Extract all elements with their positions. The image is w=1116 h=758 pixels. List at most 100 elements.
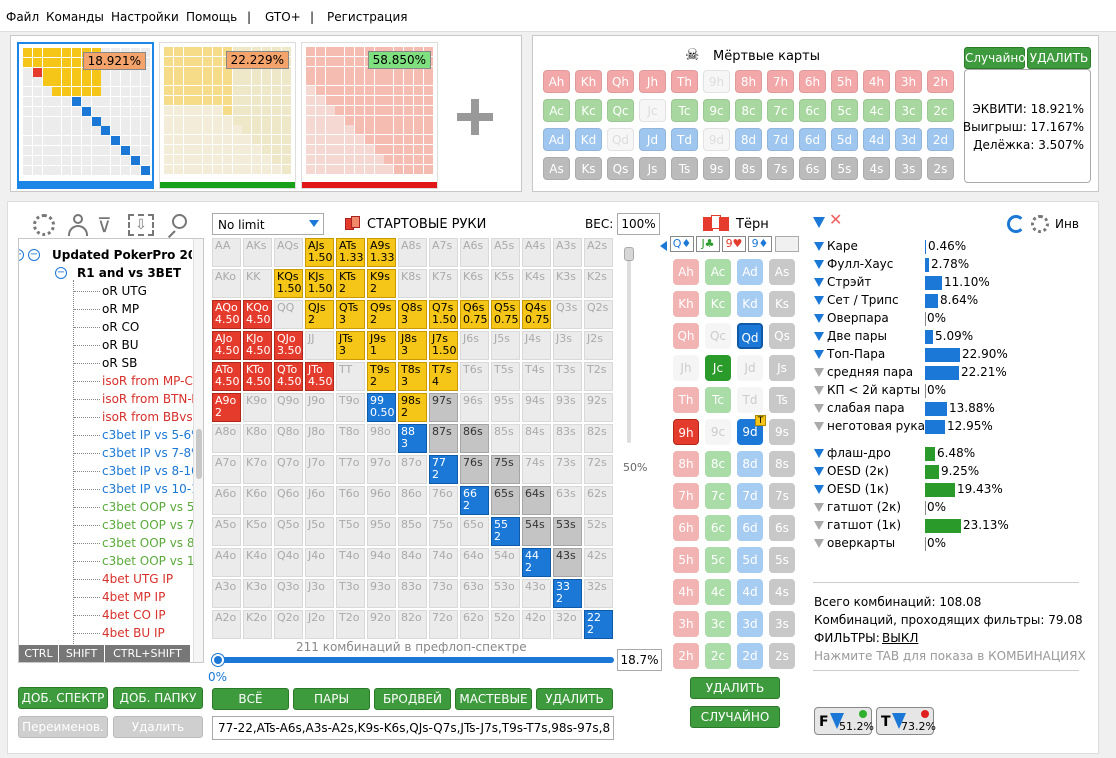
turn-card-5h[interactable]: 5h xyxy=(673,547,699,573)
tree-item[interactable]: oR CO xyxy=(102,320,140,334)
hand-cell-Q3o[interactable]: Q3o xyxy=(274,579,303,608)
dead-card-Jd[interactable]: Jd xyxy=(639,128,666,151)
dead-card-3s[interactable]: 3s xyxy=(895,157,922,180)
turn-random-button[interactable]: СЛУЧАЙНО xyxy=(690,706,780,728)
hand-cell-66[interactable]: 66 2 xyxy=(460,486,489,515)
turn-card-6d[interactable]: 6d xyxy=(737,515,763,541)
hand-cell-54s[interactable]: 54s xyxy=(522,517,551,546)
dead-card-2h[interactable]: 2h xyxy=(927,70,954,93)
turn-card-Ks[interactable]: Ks xyxy=(769,291,795,317)
dead-card-7c[interactable]: 7c xyxy=(767,99,794,122)
add-folder-button[interactable]: ДОБ. ПАПКУ xyxy=(113,687,203,709)
modifier-key-0[interactable]: CTRL xyxy=(19,645,59,662)
stat-row[interactable]: OESD (1к) xyxy=(814,482,889,499)
hand-cell-KJo[interactable]: KJo 4.50 xyxy=(243,331,272,360)
hand-cell-83o[interactable]: 83o xyxy=(398,579,427,608)
hand-cell-53s[interactable]: 53s xyxy=(553,517,582,546)
turn-card-3s[interactable]: 3s xyxy=(769,611,795,637)
tree-item[interactable]: isoR from BBvsSB xyxy=(102,410,194,424)
hand-cell-T3s[interactable]: T3s xyxy=(553,362,582,391)
stat-filter-icon[interactable] xyxy=(814,260,824,269)
hand-cell-Q3s[interactable]: Q3s xyxy=(553,300,582,329)
turn-card-Js[interactable]: Js xyxy=(769,355,795,381)
stat-row[interactable]: Каре xyxy=(814,239,858,256)
turn-card-2s[interactable]: 2s xyxy=(769,643,795,669)
hand-cell-54o[interactable]: 54o xyxy=(491,548,520,577)
turn-card-9h[interactable]: 9h xyxy=(673,419,699,445)
stat-filter-icon[interactable] xyxy=(814,350,824,359)
hand-cell-T4o[interactable]: T4o xyxy=(336,548,365,577)
hand-cell-76o[interactable]: 76o xyxy=(429,486,458,515)
stat-filter-icon[interactable] xyxy=(814,242,824,251)
hand-cell-Q6o[interactable]: Q6o xyxy=(274,486,303,515)
hand-cell-A5o[interactable]: A5o xyxy=(212,517,241,546)
hand-cell-A2s[interactable]: A2s xyxy=(584,238,613,267)
hand-cell-QTo[interactable]: QTo 4.50 xyxy=(274,362,303,391)
dead-card-Ah[interactable]: Ah xyxy=(543,70,570,93)
stat-filter-icon[interactable] xyxy=(814,386,824,395)
rename-button[interactable]: Переименов. xyxy=(18,716,108,738)
hand-cell-T3o[interactable]: T3o xyxy=(336,579,365,608)
turn-card-Qd[interactable]: Qd xyxy=(737,323,763,349)
hand-cell-96s[interactable]: 96s xyxy=(460,393,489,422)
hand-cell-Q6s[interactable]: Q6s 0.75 xyxy=(460,300,489,329)
clear-filter-icon[interactable]: ✕ xyxy=(829,210,843,229)
hand-cell-A2o[interactable]: A2o xyxy=(212,610,241,639)
filter-toggle-0[interactable]: F 51.2% xyxy=(814,707,874,735)
hand-cell-62s[interactable]: 62s xyxy=(584,486,613,515)
board-card-1[interactable]: J♣ xyxy=(696,236,720,252)
hand-cell-88[interactable]: 88 3 xyxy=(398,424,427,453)
stat-row[interactable]: гатшот (1к) xyxy=(814,518,901,535)
hand-cell-83s[interactable]: 83s xyxy=(553,424,582,453)
dead-card-Kc[interactable]: Kc xyxy=(575,99,602,122)
hand-cell-K3o[interactable]: K3o xyxy=(243,579,272,608)
range-thumbnail-3[interactable]: 58.850% xyxy=(301,42,438,189)
tree-item[interactable]: 4bet UTG IP xyxy=(102,572,174,586)
hand-cell-Q9o[interactable]: Q9o xyxy=(274,393,303,422)
turn-card-Ac[interactable]: Ac xyxy=(705,259,731,285)
stat-filter-icon[interactable] xyxy=(814,314,824,323)
hand-cell-73o[interactable]: 73o xyxy=(429,579,458,608)
hand-cell-QQ[interactable]: QQ xyxy=(274,300,303,329)
hand-cell-K6o[interactable]: K6o xyxy=(243,486,272,515)
turn-card-8c[interactable]: 8c xyxy=(705,451,731,477)
dead-card-3h[interactable]: 3h xyxy=(895,70,922,93)
modifier-key-2[interactable]: CTRL+SHIFT xyxy=(105,645,191,662)
add-range-icon[interactable] xyxy=(457,99,493,135)
tree-item[interactable]: c3bet OOP vs 7-8% xyxy=(102,518,194,532)
hand-cell-A4s[interactable]: A4s xyxy=(522,238,551,267)
hand-cell-K8o[interactable]: K8o xyxy=(243,424,272,453)
range-btn-3[interactable]: МАСТЕВЫЕ xyxy=(455,688,532,710)
hand-cell-AKs[interactable]: AKs xyxy=(243,238,272,267)
hand-cell-32s[interactable]: 32s xyxy=(584,579,613,608)
dead-card-5s[interactable]: 5s xyxy=(831,157,858,180)
hand-cell-63o[interactable]: 63o xyxy=(460,579,489,608)
hand-cell-T2o[interactable]: T2o xyxy=(336,610,365,639)
hand-cell-T9s[interactable]: T9s 2 xyxy=(367,362,396,391)
hand-cell-T4s[interactable]: T4s xyxy=(522,362,551,391)
hand-cell-QJs[interactable]: QJs 2 xyxy=(305,300,334,329)
hand-cell-T7o[interactable]: T7o xyxy=(336,455,365,484)
hand-cell-93s[interactable]: 93s xyxy=(553,393,582,422)
turn-card-2d[interactable]: 2d xyxy=(737,643,763,669)
hand-cell-Q8o[interactable]: Q8o xyxy=(274,424,303,453)
hand-cell-Q7o[interactable]: Q7o xyxy=(274,455,303,484)
turn-card-8s[interactable]: 8s xyxy=(769,451,795,477)
menu-item-1[interactable]: Команды xyxy=(46,10,104,24)
tree-item[interactable]: 4bet BU IP xyxy=(102,626,165,640)
hand-cell-72o[interactable]: 72o xyxy=(429,610,458,639)
dead-card-4h[interactable]: 4h xyxy=(863,70,890,93)
tree-item[interactable]: oR SB xyxy=(102,356,138,370)
hand-cell-KK[interactable]: KK xyxy=(243,269,272,298)
hand-cell-A3s[interactable]: A3s xyxy=(553,238,582,267)
menu-item-7[interactable]: Регистрация xyxy=(327,10,408,24)
invert-label[interactable]: Инв xyxy=(1055,217,1079,231)
stat-row[interactable]: средняя пара xyxy=(814,365,913,382)
remove-button[interactable]: Удалить xyxy=(113,716,203,738)
hand-cell-A9s[interactable]: A9s 1.33 xyxy=(367,238,396,267)
turn-card-3c[interactable]: 3c xyxy=(705,611,731,637)
tree-collapse-icon[interactable]: − xyxy=(19,249,24,261)
hand-cell-A8o[interactable]: A8o xyxy=(212,424,241,453)
stat-filter-icon[interactable] xyxy=(814,521,824,530)
hand-cell-J7o[interactable]: J7o xyxy=(305,455,334,484)
